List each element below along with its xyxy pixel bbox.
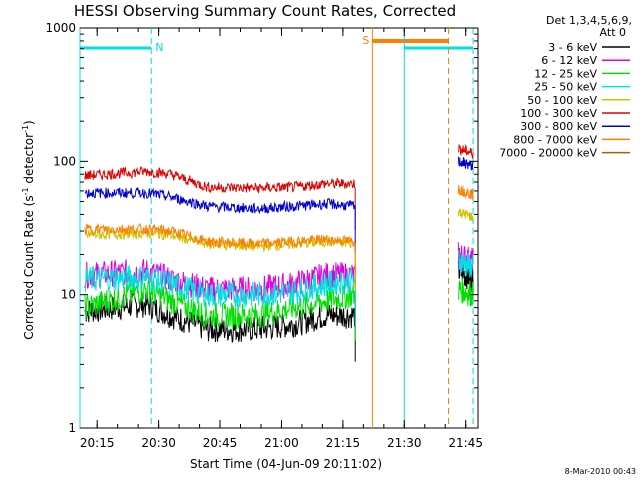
legend-entry-label: 800 - 7000 keV [513,133,597,146]
saa-label: S [362,34,369,47]
series-line [84,187,356,253]
y-label-sup-2: -1 [21,125,30,133]
x-tick-label: 21:00 [264,436,299,450]
x-tick-label: 21:15 [326,436,361,450]
legend-entry-label: 7000 - 20000 keV [499,147,597,160]
series-line [458,143,474,160]
legend-header-2: Att 0 [600,26,626,39]
legend-entry-label: 25 - 50 keV [534,81,597,94]
chart-title: HESSI Observing Summary Count Rates, Cor… [74,2,456,20]
legend-entry-label: 3 - 6 keV [548,41,597,54]
legend-header-1: Det 1,3,4,5,6,9, [546,14,632,27]
y-label-sup-1: -1 [21,187,30,195]
x-tick-label: 21:30 [387,436,422,450]
series-line [457,208,474,222]
legend-entry-label: 12 - 25 keV [534,67,597,80]
legend-entry-label: 50 - 100 keV [527,94,597,107]
x-tick-label: 20:45 [203,436,238,450]
y-tick-label: 100 [53,154,76,168]
series-line [457,277,474,307]
series-line [457,249,474,278]
annotation-layer: NS [79,28,474,428]
series-line [84,222,356,288]
x-tick-label: 21:45 [448,436,483,450]
series-line [457,156,474,171]
series-layer [84,143,474,362]
y-axis-label: Corrected Count Rate (s-1 detector-1) [21,120,36,339]
y-label-part-1: Corrected Count Rate (s [22,195,36,339]
plot-border [79,27,479,429]
night-label: N [155,41,163,54]
footer-date: 8-Mar-2010 00:43 [565,467,636,476]
y-label-part-2: detector [22,133,36,188]
y-tick-label: 10 [61,288,76,302]
series-line [84,264,356,326]
x-tick-label: 20:30 [141,436,176,450]
y-tick-label: 1000 [45,21,76,35]
legend-entry-label: 6 - 12 keV [541,54,597,67]
series-line [84,166,356,230]
legend-entry-label: 100 - 300 keV [520,107,597,120]
legend-entry-label: 300 - 800 keV [520,120,597,133]
y-label-part-3: ) [22,120,36,125]
plot-area [79,27,479,429]
series-line [457,185,474,201]
x-axis-label: Start Time (04-Jun-09 20:11:02) [190,457,382,471]
ticks-layer: 20:15 20:30 20:45 21:00 21:15 21:30 21:45 1 10 10… [45,21,483,450]
y-tick-label: 1 [68,421,76,435]
x-tick-label: 20:15 [80,436,115,450]
series-line [84,290,356,362]
